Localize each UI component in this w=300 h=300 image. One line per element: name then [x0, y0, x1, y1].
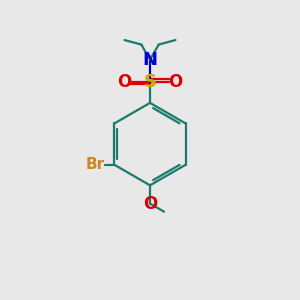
Text: Br: Br	[85, 157, 105, 172]
Text: O: O	[117, 73, 131, 91]
Text: O: O	[143, 195, 157, 213]
Text: O: O	[169, 73, 183, 91]
Text: S: S	[143, 73, 157, 91]
Text: N: N	[142, 51, 158, 69]
